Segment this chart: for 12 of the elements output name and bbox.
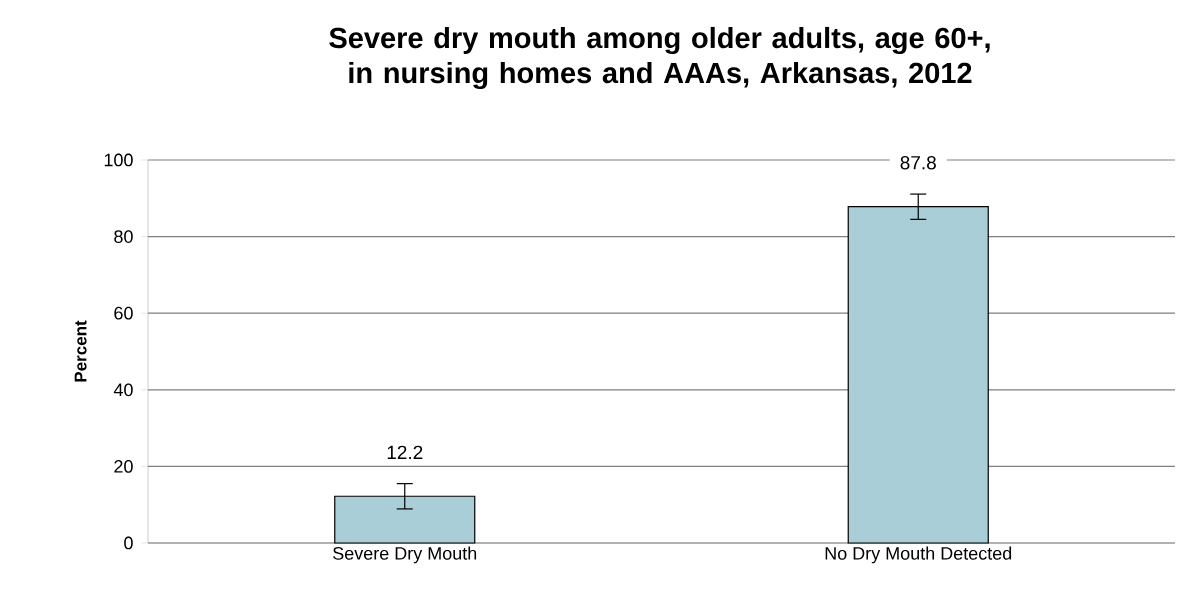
y-tick-label: 20 xyxy=(114,460,133,473)
data-label: 87.8 xyxy=(900,156,936,170)
y-tick-label: 100 xyxy=(104,153,133,167)
y-tick-label: 40 xyxy=(113,383,133,397)
y-tick-label: 80 xyxy=(114,230,133,243)
y-tick-label: 0 xyxy=(124,536,133,550)
y-tick-label: 60 xyxy=(114,306,133,320)
x-tick-label: No Dry Mouth Detected xyxy=(825,546,1012,564)
x-tick-label: Severe Dry Mouth xyxy=(333,546,477,564)
y-axis-title: Percent xyxy=(74,320,87,382)
chart-title: Severe dry mouth among older adults, age 60+, in nursing homes and AAAs, Arkansas, 2012 xyxy=(329,26,990,90)
data-label: 12.2 xyxy=(387,445,423,459)
